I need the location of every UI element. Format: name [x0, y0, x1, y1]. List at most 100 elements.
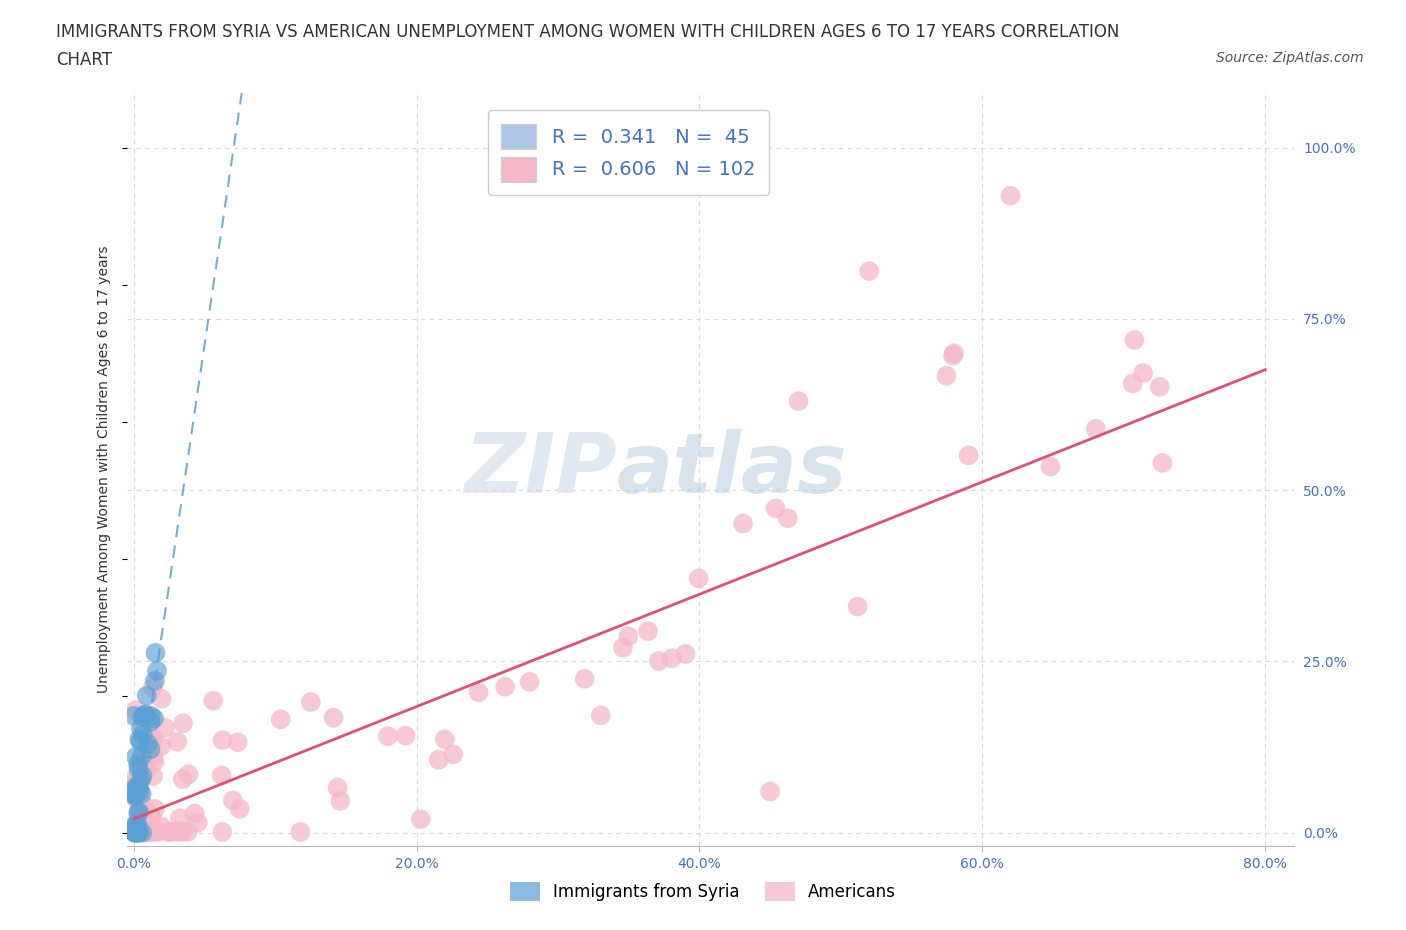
Point [143, 673, 166, 688]
Point [143, 825, 166, 840]
Text: ZIP: ZIP [464, 429, 617, 511]
Point [139, 714, 162, 729]
Point [139, 729, 162, 744]
Point [172, 825, 194, 840]
Point [125, 750, 148, 764]
Point [409, 812, 432, 827]
Point [135, 688, 157, 703]
Point [124, 825, 146, 840]
Point [494, 679, 516, 694]
Point [159, 825, 181, 840]
Point [150, 819, 173, 834]
Point [127, 794, 149, 809]
Point [125, 818, 148, 833]
Point [270, 711, 292, 726]
Point [1123, 333, 1146, 348]
Point [222, 793, 245, 808]
Point [787, 393, 810, 408]
Point [127, 817, 149, 831]
Point [143, 711, 166, 725]
Point [135, 825, 157, 840]
Point [127, 825, 149, 840]
Point [574, 671, 596, 686]
Point [957, 448, 980, 463]
Point [122, 825, 145, 840]
Point [143, 802, 166, 817]
Point [124, 786, 146, 801]
Point [124, 771, 146, 786]
Legend: Immigrants from Syria, Americans: Immigrants from Syria, Americans [503, 875, 903, 908]
Point [124, 824, 146, 839]
Point [141, 810, 163, 825]
Point [759, 784, 782, 799]
Point [688, 571, 710, 586]
Point [142, 750, 165, 764]
Point [138, 825, 160, 840]
Point [326, 780, 349, 795]
Point [150, 691, 173, 706]
Point [166, 734, 188, 749]
Point [169, 811, 191, 826]
Point [134, 825, 156, 840]
Point [128, 781, 150, 796]
Text: IMMIGRANTS FROM SYRIA VS AMERICAN UNEMPLOYMENT AMONG WOMEN WITH CHILDREN AGES 6 : IMMIGRANTS FROM SYRIA VS AMERICAN UNEMPL… [56, 23, 1119, 41]
Point [135, 762, 157, 777]
Point [142, 680, 165, 695]
Point [299, 695, 322, 710]
Point [125, 703, 148, 718]
Point [1000, 188, 1022, 203]
Point [733, 516, 755, 531]
Point [675, 646, 697, 661]
Point [427, 752, 450, 767]
Point [139, 742, 162, 757]
Point [211, 768, 233, 783]
Point [177, 766, 200, 781]
Point [157, 825, 180, 840]
Point [1084, 421, 1107, 436]
Point [229, 802, 252, 817]
Point [132, 727, 155, 742]
Point [122, 709, 145, 724]
Point [134, 816, 156, 830]
Point [159, 825, 181, 840]
Text: CHART: CHART [56, 51, 112, 69]
Point [136, 737, 159, 751]
Point [648, 654, 671, 669]
Point [131, 787, 153, 802]
Y-axis label: Unemployment Among Women with Children Ages 6 to 17 years: Unemployment Among Women with Children A… [97, 246, 111, 694]
Point [124, 817, 146, 832]
Point [127, 805, 149, 820]
Point [1152, 456, 1174, 471]
Point [637, 624, 659, 639]
Point [122, 789, 145, 804]
Point [942, 348, 965, 363]
Point [128, 825, 150, 840]
Point [935, 368, 957, 383]
Point [138, 806, 160, 821]
Point [139, 709, 162, 724]
Point [128, 784, 150, 799]
Point [146, 663, 169, 678]
Point [176, 825, 198, 840]
Point [433, 732, 456, 747]
Point [125, 818, 148, 833]
Point [166, 825, 188, 840]
Point [211, 825, 233, 840]
Point [589, 708, 612, 723]
Point [128, 825, 150, 840]
Point [617, 629, 640, 644]
Point [132, 825, 155, 840]
Point [290, 825, 312, 840]
Point [134, 708, 156, 723]
Point [153, 720, 176, 735]
Point [943, 346, 966, 361]
Point [172, 772, 194, 787]
Point [184, 806, 207, 821]
Point [145, 645, 167, 660]
Legend: R =  0.341   N =  45, R =  0.606   N = 102: R = 0.341 N = 45, R = 0.606 N = 102 [488, 111, 769, 195]
Point [322, 711, 344, 725]
Point [129, 772, 152, 787]
Point [127, 779, 149, 794]
Point [377, 729, 399, 744]
Point [661, 651, 683, 666]
